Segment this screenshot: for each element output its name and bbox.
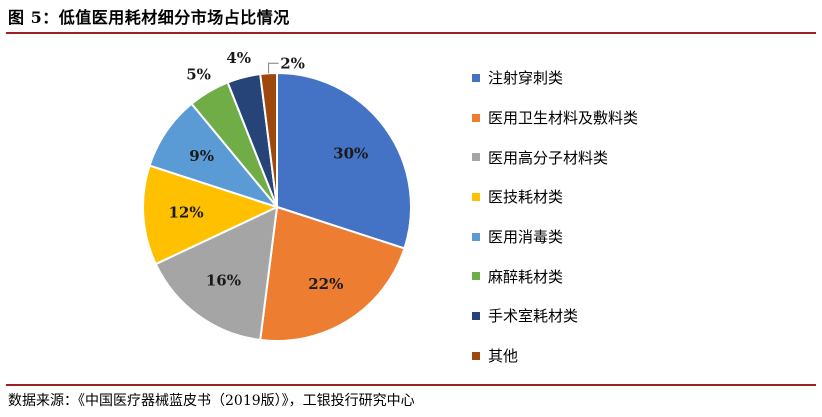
pie-data-label: 9% [189, 147, 214, 165]
legend-item: 医用卫生材料及敷料类 [472, 98, 638, 138]
legend-label: 麻醉耗材类 [488, 267, 564, 286]
legend-item: 其他 [472, 336, 638, 376]
legend-label: 医用卫生材料及敷料类 [488, 109, 639, 128]
legend-swatch [472, 153, 480, 162]
leader-line [268, 62, 279, 74]
legend-item: 注射穿刺类 [472, 58, 638, 98]
pie-slice [154, 205, 279, 342]
legend-item: 医技耗材类 [472, 177, 638, 217]
pie-data-label: 16% [206, 272, 241, 290]
source-divider [6, 384, 816, 386]
title-divider [6, 32, 816, 34]
legend-swatch [472, 232, 480, 241]
legend-label: 注射穿刺类 [488, 69, 564, 88]
pie-data-label: 4% [226, 49, 251, 67]
legend-label: 医技耗材类 [488, 188, 564, 207]
legend-swatch [472, 272, 480, 281]
legend-swatch [472, 73, 480, 82]
legend-label: 医用高分子材料类 [488, 148, 609, 167]
legend-label: 手术室耗材类 [488, 307, 579, 326]
legend-label: 其他 [488, 347, 519, 366]
pie-slice [259, 205, 406, 342]
legend-swatch [472, 192, 480, 201]
pie-slice [142, 164, 280, 266]
chart-legend: 注射穿刺类医用卫生材料及敷料类 医用高分子材料类 医技耗材类医用消毒类麻醉耗材类手术… [472, 58, 638, 376]
source-note: 数据来源：《中国医疗器械蓝皮书（2019版）》，工银投行研究中心 [8, 393, 415, 409]
pie-data-label: 22% [308, 275, 343, 293]
legend-swatch [472, 113, 480, 122]
chart-title: 图 5：低值医用耗材细分市场占比情况 [8, 8, 290, 27]
pie-slices [142, 71, 412, 342]
legend-swatch [472, 351, 480, 360]
pie-data-label: 12% [168, 204, 203, 222]
legend-label: 医用消毒类 [488, 228, 564, 247]
legend-item: 麻醉耗材类 [472, 256, 638, 296]
pie-slice [276, 71, 412, 250]
legend-item: 医用消毒类 [472, 217, 638, 257]
pie-data-label: 2% [280, 54, 305, 72]
legend-item: 手术室耗材类 [472, 296, 638, 336]
pie-data-label: 30% [333, 144, 368, 162]
pie-data-labels: 30% 22% 16% 12% 9% 5% 4% 2% [168, 49, 368, 293]
legend-swatch [472, 311, 480, 320]
pie-data-label: 5% [186, 65, 211, 83]
legend-item: 医用高分子材料类 [472, 137, 638, 177]
